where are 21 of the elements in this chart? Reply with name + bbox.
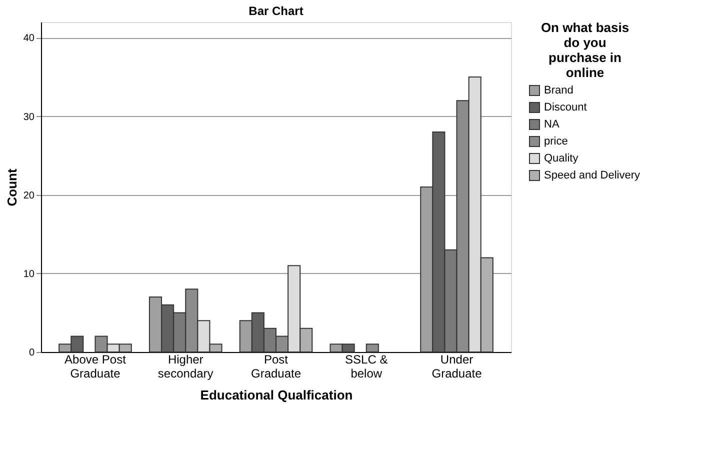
y-tick-label: 10 bbox=[23, 268, 35, 280]
legend-label: Discount bbox=[544, 102, 587, 114]
y-tick-label: 20 bbox=[23, 190, 35, 202]
x-axis-title: Educational Qualfication bbox=[200, 388, 353, 402]
x-tick-label: Higher secondary bbox=[158, 352, 214, 380]
legend-label: Brand bbox=[544, 84, 574, 96]
y-axis-title: Count bbox=[4, 168, 20, 206]
x-tick-label: Above Post Graduate bbox=[64, 352, 127, 380]
y-tick-label: 0 bbox=[28, 348, 35, 358]
legend-label: NA bbox=[544, 118, 560, 130]
bar bbox=[366, 344, 379, 352]
x-tick-label: SSLC & below bbox=[345, 352, 388, 380]
legend-title: On what basis do you purchase in online bbox=[540, 20, 630, 80]
legend-label: Speed and Delivery bbox=[544, 170, 641, 182]
y-tick-label: 40 bbox=[23, 33, 35, 44]
chart-title: Bar Chart bbox=[248, 4, 304, 18]
legend-label: price bbox=[544, 136, 568, 148]
x-tick-label: Under Graduate bbox=[432, 352, 482, 380]
x-tick-label: Post Graduate bbox=[250, 352, 302, 380]
legend-label: Quality bbox=[544, 152, 579, 164]
y-tick-label: 30 bbox=[23, 112, 35, 123]
